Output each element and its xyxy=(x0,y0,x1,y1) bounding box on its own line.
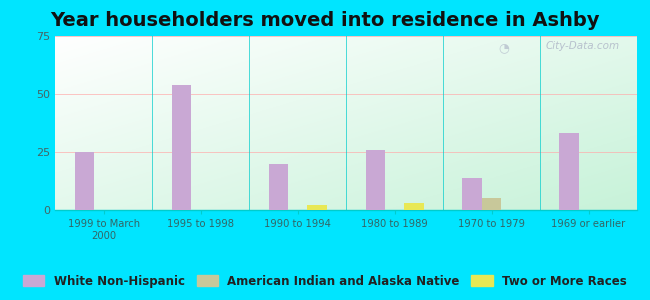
Text: ◔: ◔ xyxy=(498,41,509,54)
Bar xyxy=(172,85,191,210)
Bar xyxy=(482,198,501,210)
Text: Year householders moved into residence in Ashby: Year householders moved into residence i… xyxy=(50,11,600,29)
Bar xyxy=(75,152,94,210)
Bar xyxy=(462,178,482,210)
Bar xyxy=(560,134,578,210)
Bar xyxy=(404,203,424,210)
Bar xyxy=(365,150,385,210)
Bar xyxy=(307,206,327,210)
Bar xyxy=(268,164,288,210)
Legend: White Non-Hispanic, American Indian and Alaska Native, Two or More Races: White Non-Hispanic, American Indian and … xyxy=(20,271,630,291)
Text: City-Data.com: City-Data.com xyxy=(545,41,619,51)
